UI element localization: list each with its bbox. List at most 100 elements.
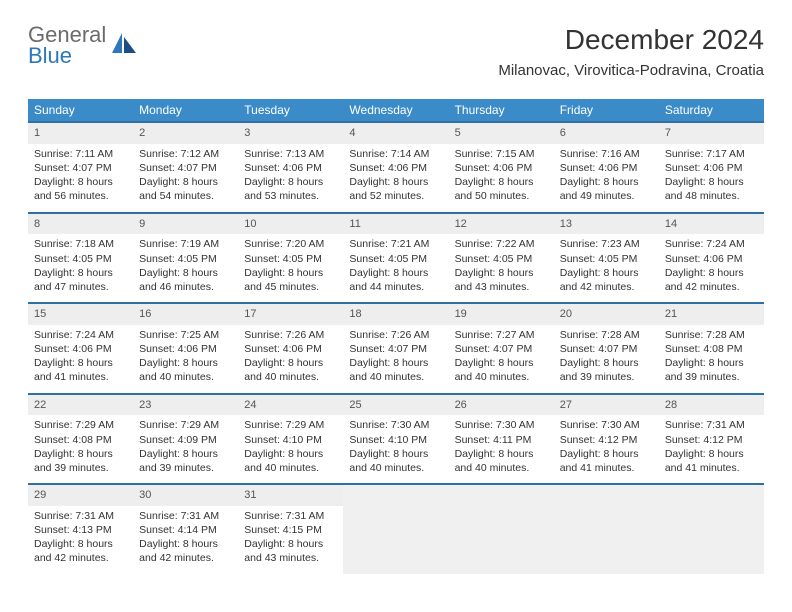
calendar-cell: 27Sunrise: 7:30 AMSunset: 4:12 PMDayligh… [554, 394, 659, 485]
sunrise-line: Sunrise: 7:25 AM [139, 328, 232, 342]
sunrise-line: Sunrise: 7:24 AM [665, 237, 758, 251]
sunset-line: Sunset: 4:05 PM [139, 252, 232, 266]
calendar-cell: 10Sunrise: 7:20 AMSunset: 4:05 PMDayligh… [238, 213, 343, 304]
day-body: Sunrise: 7:17 AMSunset: 4:06 PMDaylight:… [659, 144, 764, 212]
daylight-line: Daylight: 8 hours and 50 minutes. [455, 175, 548, 203]
calendar-cell: 1Sunrise: 7:11 AMSunset: 4:07 PMDaylight… [28, 122, 133, 213]
calendar-cell: 8Sunrise: 7:18 AMSunset: 4:05 PMDaylight… [28, 213, 133, 304]
day-number: 17 [238, 304, 343, 325]
day-body: Sunrise: 7:30 AMSunset: 4:11 PMDaylight:… [449, 415, 554, 483]
sunrise-line: Sunrise: 7:31 AM [139, 509, 232, 523]
calendar-cell: 22Sunrise: 7:29 AMSunset: 4:08 PMDayligh… [28, 394, 133, 485]
sunset-line: Sunset: 4:08 PM [665, 342, 758, 356]
day-body: Sunrise: 7:18 AMSunset: 4:05 PMDaylight:… [28, 234, 133, 302]
calendar-cell: 17Sunrise: 7:26 AMSunset: 4:06 PMDayligh… [238, 303, 343, 394]
weekday-header: Saturday [659, 99, 764, 122]
sunrise-line: Sunrise: 7:31 AM [244, 509, 337, 523]
daylight-line: Daylight: 8 hours and 41 minutes. [560, 447, 653, 475]
calendar-cell: 23Sunrise: 7:29 AMSunset: 4:09 PMDayligh… [133, 394, 238, 485]
day-body: Sunrise: 7:15 AMSunset: 4:06 PMDaylight:… [449, 144, 554, 212]
day-body: Sunrise: 7:29 AMSunset: 4:10 PMDaylight:… [238, 415, 343, 483]
sunrise-line: Sunrise: 7:29 AM [244, 418, 337, 432]
sunset-line: Sunset: 4:15 PM [244, 523, 337, 537]
day-number: 19 [449, 304, 554, 325]
daylight-line: Daylight: 8 hours and 39 minutes. [34, 447, 127, 475]
calendar-cell: 26Sunrise: 7:30 AMSunset: 4:11 PMDayligh… [449, 394, 554, 485]
sunset-line: Sunset: 4:12 PM [665, 433, 758, 447]
day-body: Sunrise: 7:30 AMSunset: 4:10 PMDaylight:… [343, 415, 448, 483]
daylight-line: Daylight: 8 hours and 40 minutes. [455, 447, 548, 475]
sunrise-line: Sunrise: 7:31 AM [665, 418, 758, 432]
calendar-cell: 24Sunrise: 7:29 AMSunset: 4:10 PMDayligh… [238, 394, 343, 485]
calendar-week-row: 29Sunrise: 7:31 AMSunset: 4:13 PMDayligh… [28, 484, 764, 574]
sunrise-line: Sunrise: 7:22 AM [455, 237, 548, 251]
header: General Blue December 2024 Milanovac, Vi… [28, 24, 764, 79]
day-body: Sunrise: 7:29 AMSunset: 4:09 PMDaylight:… [133, 415, 238, 483]
sunset-line: Sunset: 4:07 PM [455, 342, 548, 356]
sunrise-line: Sunrise: 7:29 AM [139, 418, 232, 432]
day-body: Sunrise: 7:28 AMSunset: 4:07 PMDaylight:… [554, 325, 659, 393]
title-block: December 2024 Milanovac, Virovitica-Podr… [498, 24, 764, 79]
sunrise-line: Sunrise: 7:17 AM [665, 147, 758, 161]
daylight-line: Daylight: 8 hours and 53 minutes. [244, 175, 337, 203]
sunset-line: Sunset: 4:06 PM [455, 161, 548, 175]
daylight-line: Daylight: 8 hours and 42 minutes. [665, 266, 758, 294]
day-number: 15 [28, 304, 133, 325]
sunrise-line: Sunrise: 7:18 AM [34, 237, 127, 251]
day-number: 27 [554, 395, 659, 416]
calendar-cell: 7Sunrise: 7:17 AMSunset: 4:06 PMDaylight… [659, 122, 764, 213]
sunset-line: Sunset: 4:05 PM [244, 252, 337, 266]
calendar-cell: 30Sunrise: 7:31 AMSunset: 4:14 PMDayligh… [133, 484, 238, 574]
daylight-line: Daylight: 8 hours and 42 minutes. [34, 537, 127, 565]
sunset-line: Sunset: 4:06 PM [349, 161, 442, 175]
daylight-line: Daylight: 8 hours and 49 minutes. [560, 175, 653, 203]
calendar-cell: 13Sunrise: 7:23 AMSunset: 4:05 PMDayligh… [554, 213, 659, 304]
logo: General Blue [28, 24, 138, 67]
daylight-line: Daylight: 8 hours and 56 minutes. [34, 175, 127, 203]
sunrise-line: Sunrise: 7:26 AM [244, 328, 337, 342]
sunset-line: Sunset: 4:05 PM [560, 252, 653, 266]
sunset-line: Sunset: 4:14 PM [139, 523, 232, 537]
day-number: 26 [449, 395, 554, 416]
day-number: 2 [133, 123, 238, 144]
day-body: Sunrise: 7:26 AMSunset: 4:06 PMDaylight:… [238, 325, 343, 393]
calendar-cell [449, 484, 554, 574]
day-body: Sunrise: 7:28 AMSunset: 4:08 PMDaylight:… [659, 325, 764, 393]
sunrise-line: Sunrise: 7:28 AM [665, 328, 758, 342]
day-number: 22 [28, 395, 133, 416]
day-number: 16 [133, 304, 238, 325]
sunrise-line: Sunrise: 7:23 AM [560, 237, 653, 251]
sunset-line: Sunset: 4:10 PM [244, 433, 337, 447]
calendar-cell: 11Sunrise: 7:21 AMSunset: 4:05 PMDayligh… [343, 213, 448, 304]
calendar-cell: 28Sunrise: 7:31 AMSunset: 4:12 PMDayligh… [659, 394, 764, 485]
day-number: 8 [28, 214, 133, 235]
daylight-line: Daylight: 8 hours and 45 minutes. [244, 266, 337, 294]
sunrise-line: Sunrise: 7:29 AM [34, 418, 127, 432]
day-number: 10 [238, 214, 343, 235]
daylight-line: Daylight: 8 hours and 43 minutes. [455, 266, 548, 294]
day-body: Sunrise: 7:31 AMSunset: 4:14 PMDaylight:… [133, 506, 238, 574]
weekday-header: Tuesday [238, 99, 343, 122]
calendar-cell: 21Sunrise: 7:28 AMSunset: 4:08 PMDayligh… [659, 303, 764, 394]
day-number: 1 [28, 123, 133, 144]
daylight-line: Daylight: 8 hours and 46 minutes. [139, 266, 232, 294]
day-number: 9 [133, 214, 238, 235]
sunrise-line: Sunrise: 7:13 AM [244, 147, 337, 161]
calendar-cell [659, 484, 764, 574]
sunset-line: Sunset: 4:06 PM [139, 342, 232, 356]
sunrise-line: Sunrise: 7:30 AM [349, 418, 442, 432]
daylight-line: Daylight: 8 hours and 43 minutes. [244, 537, 337, 565]
calendar-head: SundayMondayTuesdayWednesdayThursdayFrid… [28, 99, 764, 122]
day-body: Sunrise: 7:16 AMSunset: 4:06 PMDaylight:… [554, 144, 659, 212]
day-body: Sunrise: 7:27 AMSunset: 4:07 PMDaylight:… [449, 325, 554, 393]
daylight-line: Daylight: 8 hours and 40 minutes. [455, 356, 548, 384]
calendar-cell: 20Sunrise: 7:28 AMSunset: 4:07 PMDayligh… [554, 303, 659, 394]
day-body: Sunrise: 7:31 AMSunset: 4:15 PMDaylight:… [238, 506, 343, 574]
day-body: Sunrise: 7:24 AMSunset: 4:06 PMDaylight:… [28, 325, 133, 393]
sunset-line: Sunset: 4:06 PM [560, 161, 653, 175]
day-number: 11 [343, 214, 448, 235]
sunset-line: Sunset: 4:10 PM [349, 433, 442, 447]
daylight-line: Daylight: 8 hours and 47 minutes. [34, 266, 127, 294]
daylight-line: Daylight: 8 hours and 40 minutes. [244, 356, 337, 384]
sunrise-line: Sunrise: 7:24 AM [34, 328, 127, 342]
